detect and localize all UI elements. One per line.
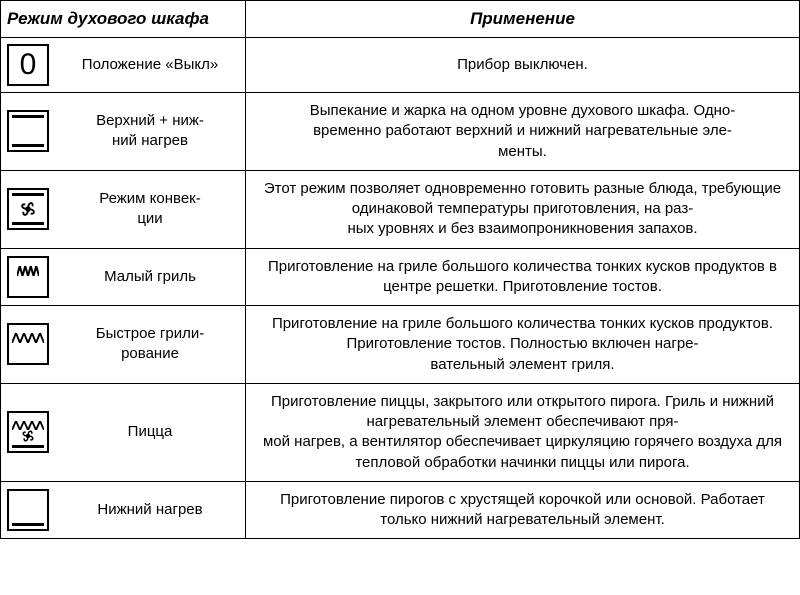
application-cell: Приготовление пиццы, закрытого или откры…: [246, 383, 800, 481]
mode-cell: Режим конвек-ции: [1, 170, 246, 248]
oven-modes-table: Режим духового шкафа Применение 0 Положен…: [0, 0, 800, 539]
mode-cell: Быстрое грили-рование: [1, 306, 246, 384]
full-grill-icon: [7, 323, 49, 365]
table-row: Верхний + ниж-ний нагревВыпекание и жарк…: [1, 93, 800, 171]
mode-cell: Пицца: [1, 383, 246, 481]
mode-cell: 0 Положение «Выкл»: [1, 38, 246, 93]
pizza-icon: [7, 411, 49, 453]
table-row: ПиццаПриготовление пиццы, закрытого или …: [1, 383, 800, 481]
table-row: Быстрое грили-рованиеПриготовление на гр…: [1, 306, 800, 384]
table-row: Режим конвек-цииЭтот режим позволяет одн…: [1, 170, 800, 248]
table-row: Малый грильПриготовление на гриле большо…: [1, 248, 800, 306]
application-cell: Выпекание и жарка на одном уровне духово…: [246, 93, 800, 171]
top-bottom-heat-icon: [7, 110, 49, 152]
mode-label: Пицца: [59, 422, 241, 442]
mode-label: Быстрое грили-рование: [59, 324, 241, 365]
mode-cell: Верхний + ниж-ний нагрев: [1, 93, 246, 171]
mode-label: Режим конвек-ции: [59, 189, 241, 230]
mode-label: Положение «Выкл»: [59, 55, 241, 75]
application-cell: Этот режим позволяет одновременно готови…: [246, 170, 800, 248]
mode-label: Малый гриль: [59, 267, 241, 287]
mode-label: Нижний нагрев: [59, 500, 241, 520]
table-row: 0 Положение «Выкл»Прибор выключен.: [1, 38, 800, 93]
mode-cell: Нижний нагрев: [1, 481, 246, 539]
mode-label: Верхний + ниж-ний нагрев: [59, 111, 241, 152]
application-cell: Приготовление пирогов с хрустящей корочк…: [246, 481, 800, 539]
convection-icon: [7, 188, 49, 230]
header-application: Применение: [246, 1, 800, 38]
off-icon: 0: [7, 44, 49, 86]
header-mode: Режим духового шкафа: [1, 1, 246, 38]
application-cell: Прибор выключен.: [246, 38, 800, 93]
mode-cell: Малый гриль: [1, 248, 246, 306]
table-row: Нижний нагревПриготовление пирогов с хру…: [1, 481, 800, 539]
application-cell: Приготовление на гриле большого количест…: [246, 248, 800, 306]
small-grill-icon: [7, 256, 49, 298]
bottom-heat-icon: [7, 489, 49, 531]
application-cell: Приготовление на гриле большого количест…: [246, 306, 800, 384]
